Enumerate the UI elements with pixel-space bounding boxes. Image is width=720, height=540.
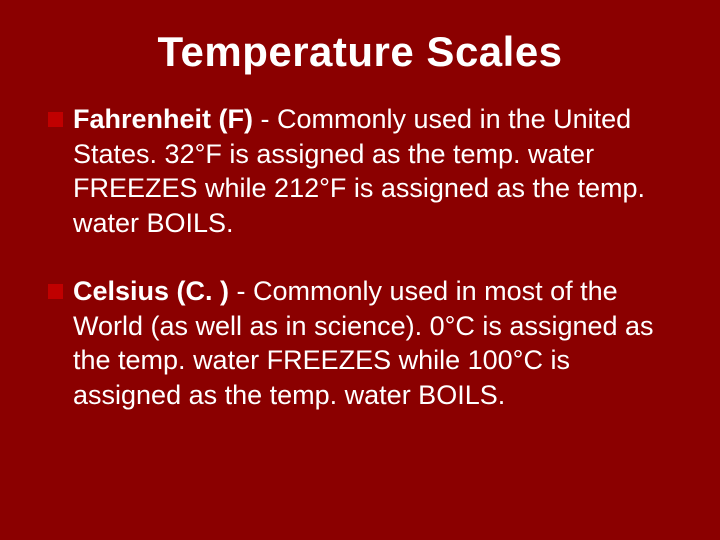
bullet-lead: Fahrenheit (F) [73, 104, 253, 134]
bullet-text: Celsius (C. ) - Commonly used in most of… [73, 274, 672, 412]
bullet-lead: Celsius (C. ) [73, 276, 229, 306]
slide-title: Temperature Scales [48, 28, 672, 76]
slide-container: Temperature Scales Fahrenheit (F) - Comm… [0, 0, 720, 540]
list-item: Celsius (C. ) - Commonly used in most of… [48, 274, 672, 412]
square-bullet-icon [48, 284, 63, 299]
list-item: Fahrenheit (F) - Commonly used in the Un… [48, 102, 672, 240]
bullet-text: Fahrenheit (F) - Commonly used in the Un… [73, 102, 672, 240]
square-bullet-icon [48, 112, 63, 127]
